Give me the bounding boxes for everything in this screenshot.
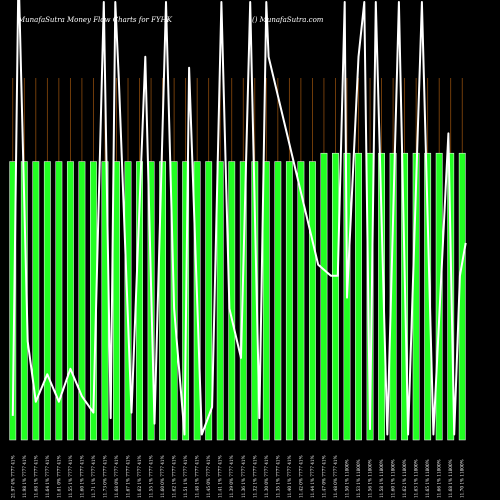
bar	[55, 161, 63, 441]
x-tick-label: 11.60 0% 7777 41%	[160, 455, 165, 498]
x-tick-label: 11.70 1% 11800%	[460, 459, 465, 498]
x-tick-label: 11.60 1% 11800%	[391, 459, 396, 498]
bar	[435, 152, 443, 441]
bar	[274, 161, 282, 441]
x-tick-label: 11.62 1% 11800%	[402, 459, 407, 498]
x-tick-label: 11.40 1% 7777 41%	[287, 455, 292, 498]
chart-title: MunafaSutra Money Flow Charts for FYHK	[17, 16, 173, 24]
x-tick-label: 11.44 1% 7777 41%	[310, 455, 315, 498]
bar	[378, 152, 385, 441]
x-tick-label: 11.58 1% 11800%	[379, 459, 384, 498]
bar	[78, 161, 86, 441]
x-tick-label: 11.50 1% 11800%	[344, 459, 349, 498]
bar	[285, 161, 293, 441]
x-tick-label: 11.55 1% 7777 41%	[68, 455, 73, 498]
bar	[332, 152, 339, 441]
bar	[66, 161, 74, 441]
bar	[308, 161, 316, 441]
x-tick-label: 11.98 1% 7777 41%	[22, 455, 27, 498]
bar	[320, 152, 328, 441]
x-tick-label: 11.36 1% 7777 41%	[241, 455, 246, 498]
x-tick-label: 11.66 1% 11800%	[437, 459, 442, 498]
x-tick-label: 11.73 0% 7777 41%	[102, 455, 107, 498]
bar	[262, 161, 270, 441]
bar	[43, 161, 51, 441]
chart-source: () MunafaSutra.com	[252, 16, 324, 24]
bar	[389, 152, 397, 441]
bar	[205, 161, 213, 441]
bar	[9, 161, 17, 441]
x-tick-label: 11.61 0% 7777 41%	[56, 455, 61, 498]
x-tick-label: 11.41 1% 7777 41%	[218, 455, 223, 498]
bar	[251, 161, 259, 441]
x-tick-label: 11.48 0% 7777 41%	[333, 455, 338, 498]
x-tick-label: 11.32 1% 7777 41%	[252, 455, 257, 498]
x-tick-label: 11.42 0% 7777 41%	[298, 455, 303, 498]
bar	[216, 161, 224, 441]
x-tick-label: 11.51 1% 7777 41%	[183, 455, 188, 498]
x-tick-label: 21.97 4% 7777 41%	[10, 455, 15, 498]
x-tick-label: 11.67 1% 7777 41%	[126, 455, 131, 498]
x-tick-label: 11.68 1% 7777 41%	[33, 455, 38, 498]
x-tick-label: 11.47 0% 7777 41%	[321, 455, 326, 498]
x-tick-label: 11.65 1% 11800%	[425, 459, 430, 498]
money-flow-line	[11, 0, 467, 436]
bar	[297, 161, 305, 441]
x-tick-label: 11.68 0% 7777 41%	[114, 455, 119, 498]
x-tick-label: 11.68 1% 11800%	[448, 459, 453, 498]
x-tick-labels: 21.97 4% 7777 41% 11.98 1% 7777 41% 11.68 …	[10, 455, 464, 498]
money-flow-series-line	[11, 0, 467, 436]
x-tick-label: 11.62 1% 7777 41%	[172, 455, 177, 498]
x-tick-label: 11.64 1% 7777 41%	[45, 455, 50, 498]
bar	[113, 161, 120, 441]
x-tick-label: 11.63 1% 11800%	[414, 459, 419, 498]
bar	[355, 152, 362, 441]
x-tick-label: 11.39 0% 7777 41%	[229, 455, 234, 498]
bar	[32, 161, 40, 441]
x-tick-label: 11.56 1% 11800%	[368, 459, 373, 498]
x-tick-label: 11.62 1% 7777 41%	[137, 455, 142, 498]
x-tick-label: 11.48 1% 7777 41%	[195, 455, 200, 498]
x-tick-label: 11.60 1% 7777 41%	[79, 455, 84, 498]
x-tick-label: 11.35 1% 7777 41%	[275, 455, 280, 498]
bar	[424, 152, 432, 441]
bar	[366, 152, 374, 441]
x-tick-label: 11.55 1% 7777 41%	[149, 455, 154, 498]
x-tick-label: 11.45 0% 7777 41%	[206, 455, 211, 498]
x-tick-label: 11.53 1% 11800%	[356, 459, 361, 498]
x-tick-label: 11.71 1% 7777 41%	[91, 455, 96, 498]
x-tick-label: 11.30 0% 7777 41%	[264, 455, 269, 498]
